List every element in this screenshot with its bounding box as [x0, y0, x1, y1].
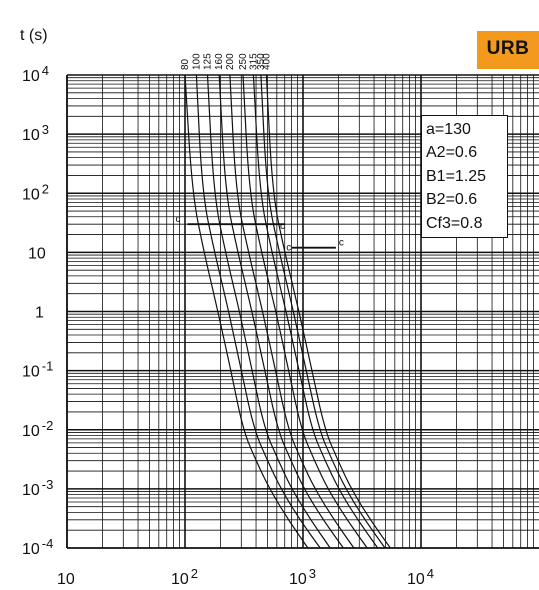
y-axis-label: t (s)	[20, 27, 48, 44]
curve-label-200: 200	[225, 53, 236, 70]
parameter-box: a=130 A2=0.6 B1=1.25 B2=0.6 Cf3=0.8	[421, 115, 508, 238]
curve-250	[242, 74, 368, 549]
tick-label: 10 -4	[22, 536, 53, 558]
param-a: a=130	[426, 121, 471, 138]
tick-label: 10 4	[407, 566, 434, 588]
curve-label-400: 400	[261, 53, 272, 70]
param-a2: A2=0.6	[426, 144, 478, 162]
curve-label-80: 80	[180, 58, 191, 70]
curve-315	[252, 74, 379, 549]
reference-line-label: c	[339, 238, 344, 249]
grid	[66, 74, 539, 549]
param-cf3: Cf3=0.8	[426, 214, 483, 232]
curve-200	[229, 74, 355, 549]
curve-350	[260, 74, 386, 549]
tick-label: 10 -2	[22, 418, 53, 440]
curve-80	[184, 74, 309, 549]
curve-label-315: 315	[248, 53, 259, 70]
param-b1: B1=1.25	[426, 167, 487, 185]
curve-label-100: 100	[191, 53, 202, 70]
tick-label: 10 -3	[22, 477, 53, 499]
curve-125	[206, 74, 331, 549]
tick-label: 10 2	[171, 566, 198, 588]
curve-400	[265, 74, 391, 549]
urb-badge: URB	[477, 31, 539, 69]
tick-label: 10 2	[22, 181, 49, 203]
curve-label-125: 125	[202, 53, 213, 70]
tick-label: 10 3	[289, 566, 316, 588]
tick-label: 10 -1	[22, 359, 53, 381]
curve-marker-label: c	[286, 243, 291, 254]
curve-label-350: 350	[256, 53, 267, 70]
param-b2: B2=0.6	[426, 191, 478, 209]
tick-label: 10	[28, 245, 46, 262]
curve-160	[218, 74, 344, 549]
tick-label: 10 3	[22, 122, 49, 144]
curve-marker-label: c	[280, 221, 285, 232]
curve-label-250: 250	[238, 53, 249, 70]
tick-label: 10	[57, 571, 75, 588]
tick-label: 10 4	[22, 63, 49, 85]
curve-label-160: 160	[214, 53, 225, 70]
reference-line-label: c	[176, 214, 181, 225]
badge-label: URB	[486, 38, 530, 59]
tick-label: 1	[35, 305, 44, 322]
curve-100	[195, 74, 321, 549]
